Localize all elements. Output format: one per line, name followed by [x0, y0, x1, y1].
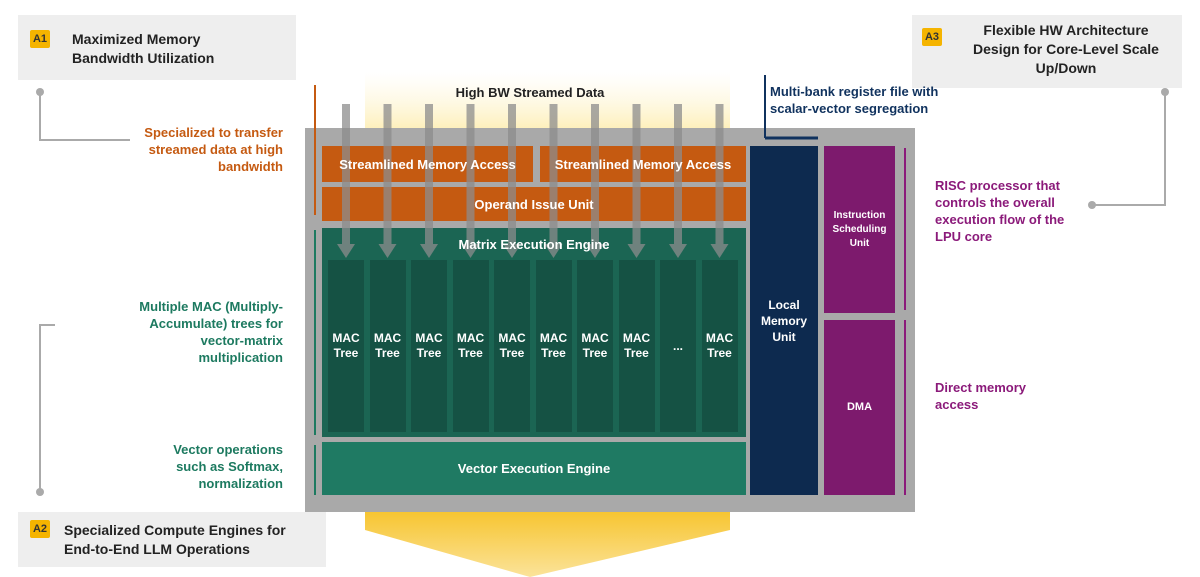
stream-arrow: [342, 104, 350, 244]
callout-box: [912, 15, 1182, 88]
badge: A2: [30, 520, 50, 538]
mac-tree: MAC Tree: [494, 260, 530, 432]
stream-arrow-head: [544, 244, 563, 258]
scheduling-block: [824, 146, 895, 313]
annotation: Multi-bank register file with scalar-vec…: [770, 84, 939, 116]
annotation: Vector operations such as Softmax, norma…: [173, 442, 283, 491]
stream-arrow: [508, 104, 516, 244]
callout-box: [18, 15, 296, 80]
dma-block: [824, 320, 895, 495]
mac-tree: MAC Tree: [618, 260, 655, 432]
mac-tree: MAC Tree: [369, 260, 406, 432]
connector-dots: [36, 88, 1169, 496]
callout-box: [18, 512, 326, 567]
badge: A1: [30, 30, 50, 48]
block-label: Matrix Execution Engine: [458, 236, 610, 252]
stream-arrow-head: [503, 244, 521, 258]
block-label: Vector Execution Engine: [457, 461, 611, 476]
stream-arrow: [715, 104, 724, 244]
annotation: RISC processor that controls the overall…: [935, 178, 1065, 244]
output-arrow: [365, 512, 730, 577]
stream-arrow-head: [378, 244, 397, 258]
mac-tree: MAC Tree: [328, 260, 364, 432]
stream-arrows: [337, 104, 729, 258]
mac-tree: MAC Tree: [411, 260, 447, 432]
stream-arrow: [466, 104, 475, 244]
stream-arrow: [632, 104, 641, 244]
stream-arrow: [425, 104, 433, 244]
stream-arrow-head: [337, 244, 355, 258]
mac-tree: MAC Tree: [577, 260, 613, 432]
connectors: [39, 92, 1166, 492]
block-label: Local Memory Unit: [760, 297, 807, 344]
stream-arrow-head: [669, 244, 687, 258]
block-label: Instruction Scheduling Unit: [832, 209, 887, 249]
memory-access-block: [540, 146, 746, 182]
stream-arrow: [383, 104, 392, 244]
input-label: High BW Streamed Data: [455, 85, 605, 100]
stream-arrow: [591, 104, 599, 244]
mac-tree: ...: [660, 260, 696, 432]
mac-tree: MAC Tree: [452, 260, 489, 432]
mac-tree: MAC Tree: [535, 260, 572, 432]
annotation: Specialized to transfer streamed data at…: [144, 125, 283, 174]
block-label: Streamlined Memory Access: [554, 156, 732, 172]
callout-title: Maximized Memory Bandwidth Utilization: [72, 31, 215, 66]
local-memory-block: [750, 146, 818, 495]
block-label: Operand Issue Unit: [474, 196, 594, 212]
stream-arrow: [549, 104, 558, 244]
mac-tree: MAC Tree: [701, 260, 738, 432]
callout-title: Flexible HW Architecture Design for Core…: [973, 22, 1159, 76]
stream-arrow-head: [627, 244, 646, 258]
stream-arrow-head: [586, 244, 604, 258]
vector-engine-block: [322, 442, 746, 495]
stream-arrow: [674, 104, 682, 244]
annotation: Direct memory access: [935, 380, 1027, 412]
badge: A3: [922, 28, 942, 46]
stream-arrow-head: [420, 244, 438, 258]
stream-arrow-head: [461, 244, 480, 258]
block-label: Streamlined Memory Access: [339, 156, 516, 172]
annotation: Multiple MAC (Multiply-Accumulate) trees…: [139, 299, 283, 365]
block-label: DMA: [846, 401, 873, 413]
stream-arrow-head: [710, 244, 729, 258]
callout-title: Specialized Compute Engines for End-to-E…: [64, 522, 286, 557]
